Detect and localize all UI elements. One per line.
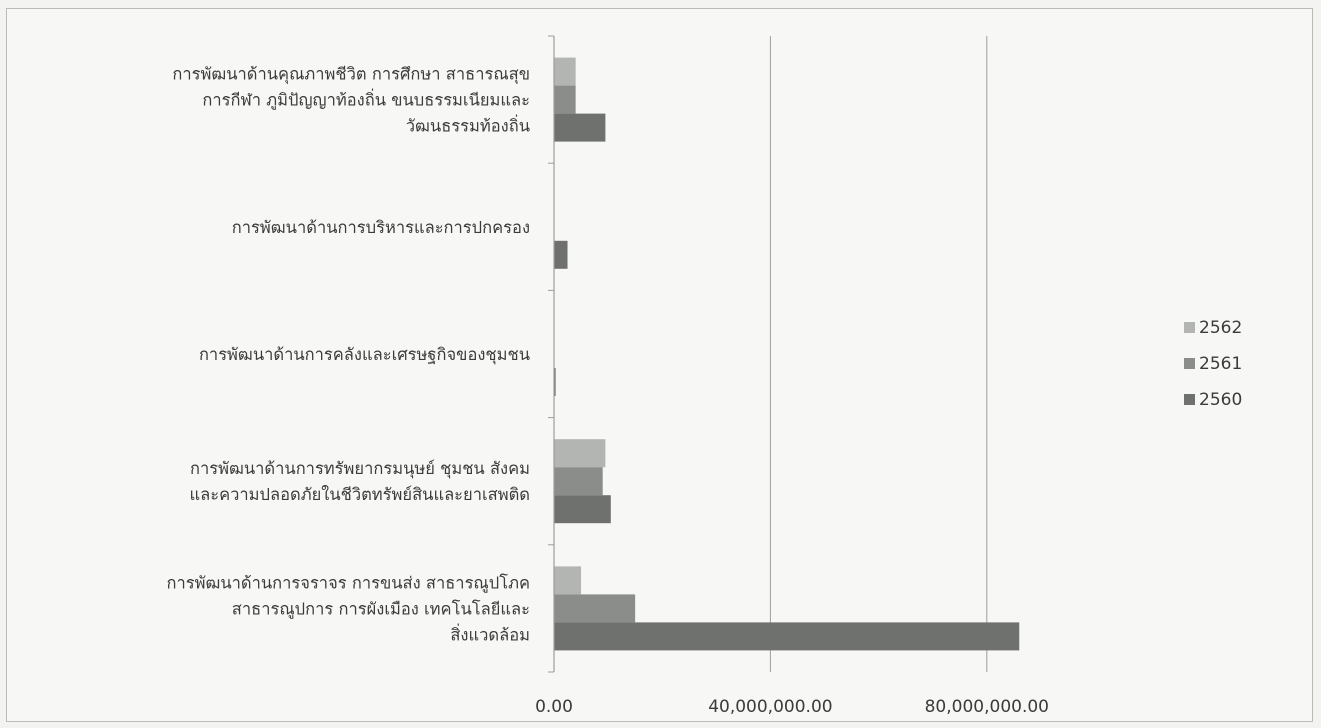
category-label: การพัฒนาด้านการบริหารและการปกครอง xyxy=(232,218,530,237)
bar-2560-cat-1 xyxy=(554,240,568,269)
bar-2561-cat-4 xyxy=(554,594,636,623)
legend-swatch xyxy=(1184,358,1195,369)
legend-label: 2562 xyxy=(1199,318,1242,338)
category-label: และความปลอดภัยในชีวิตทรัพย์สินและยาเสพติ… xyxy=(189,485,530,504)
x-tick-label: 0.00 xyxy=(535,697,573,717)
bar-2560-cat-2 xyxy=(554,368,556,396)
category-label: การพัฒนาด้านการทรัพยากรมนุษย์ ชุมชน สังค… xyxy=(190,459,530,479)
bar-2562-cat-0 xyxy=(554,57,576,86)
category-label: การกีฬา ภูมิปัญญาท้องถิ่น ขนบธรรมเนียมแล… xyxy=(202,89,530,111)
category-label: การพัฒนาด้านการจราจร การขนส่ง สาธารณูปโภ… xyxy=(166,573,530,593)
category-label: สาธารณูปการ การผังเมือง เทคโนโลยีและ xyxy=(232,599,530,619)
category-label: การพัฒนาด้านการคลังและเศรษฐกิจของชุมชน xyxy=(199,345,530,365)
category-label: วัฒนธรรมท้องถิ่น xyxy=(406,115,530,136)
bar-2562-cat-3 xyxy=(554,439,606,468)
bar-2560-cat-3 xyxy=(554,495,611,524)
bar-2561-cat-0 xyxy=(554,85,576,114)
bar-2560-cat-4 xyxy=(554,622,1020,651)
legend-swatch xyxy=(1184,322,1195,333)
legend-label: 2560 xyxy=(1199,390,1242,410)
bar-2560-cat-0 xyxy=(554,113,606,142)
legend-label: 2561 xyxy=(1199,354,1242,374)
chart-frame xyxy=(6,8,1313,722)
x-tick-label: 40,000,000.00 xyxy=(708,697,832,717)
legend-swatch xyxy=(1184,394,1195,405)
bar-2562-cat-4 xyxy=(554,566,582,595)
x-tick-label: 80,000,000.00 xyxy=(925,697,1049,717)
bar-2561-cat-3 xyxy=(554,467,603,496)
category-label: การพัฒนาด้านคุณภาพชีวิต การศึกษา สาธารณส… xyxy=(172,65,530,85)
category-label: สิ่งแวดล้อม xyxy=(450,623,530,644)
